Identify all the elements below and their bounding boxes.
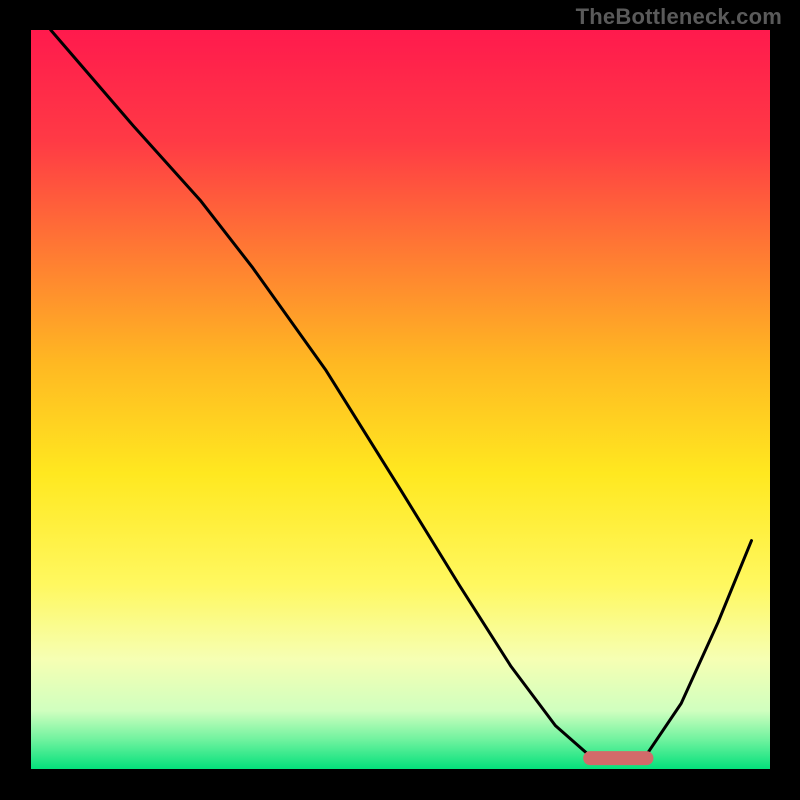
plot-background [30,30,770,770]
optimum-marker [583,751,653,765]
bottleneck-chart [0,0,800,800]
chart-root: { "watermark": { "text": "TheBottleneck.… [0,0,800,800]
